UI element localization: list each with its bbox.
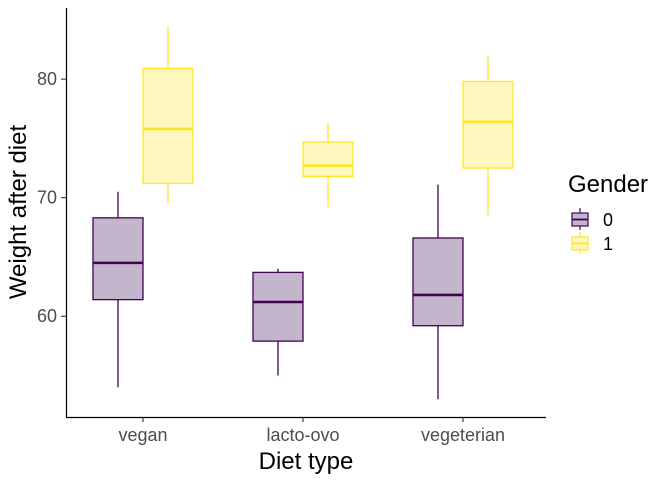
y-axis-ticks: 60 70 80 (37, 69, 66, 326)
legend-label: 0 (603, 210, 613, 230)
y-tick-label: 60 (37, 306, 57, 326)
x-tick-label: vegeterian (421, 425, 505, 445)
box-lacto-ovo-gender-1 (302, 122, 354, 208)
iqr-box (462, 80, 514, 169)
x-tick-label: lacto-ovo (266, 425, 339, 445)
legend-items: 01 (571, 208, 613, 254)
iqr-box (92, 217, 144, 301)
y-tick-label: 70 (37, 188, 57, 208)
x-axis-ticks: vegan lacto-ovo vegeterian (118, 417, 505, 445)
y-axis-title: Weight after diet (5, 125, 32, 300)
legend-item-1: 1 (571, 232, 613, 254)
box-lacto-ovo-gender-0 (252, 268, 304, 376)
box-vegan-gender-0 (92, 191, 144, 388)
iqr-box (302, 141, 354, 177)
legend: Gender 01 (568, 171, 648, 254)
box-vegan-gender-1 (142, 25, 194, 204)
iqr-box (412, 237, 464, 327)
y-tick-label: 80 (37, 69, 57, 89)
plot-marks (92, 25, 514, 400)
box-vegeterian-gender-0 (412, 184, 464, 400)
iqr-box (252, 271, 304, 342)
x-tick-label: vegan (118, 425, 167, 445)
legend-title: Gender (568, 171, 648, 198)
x-axis-title: Diet type (259, 448, 354, 475)
iqr-box (142, 67, 194, 185)
legend-label: 1 (603, 234, 613, 254)
legend-item-0: 0 (571, 208, 613, 230)
box-vegeterian-gender-1 (462, 55, 514, 216)
